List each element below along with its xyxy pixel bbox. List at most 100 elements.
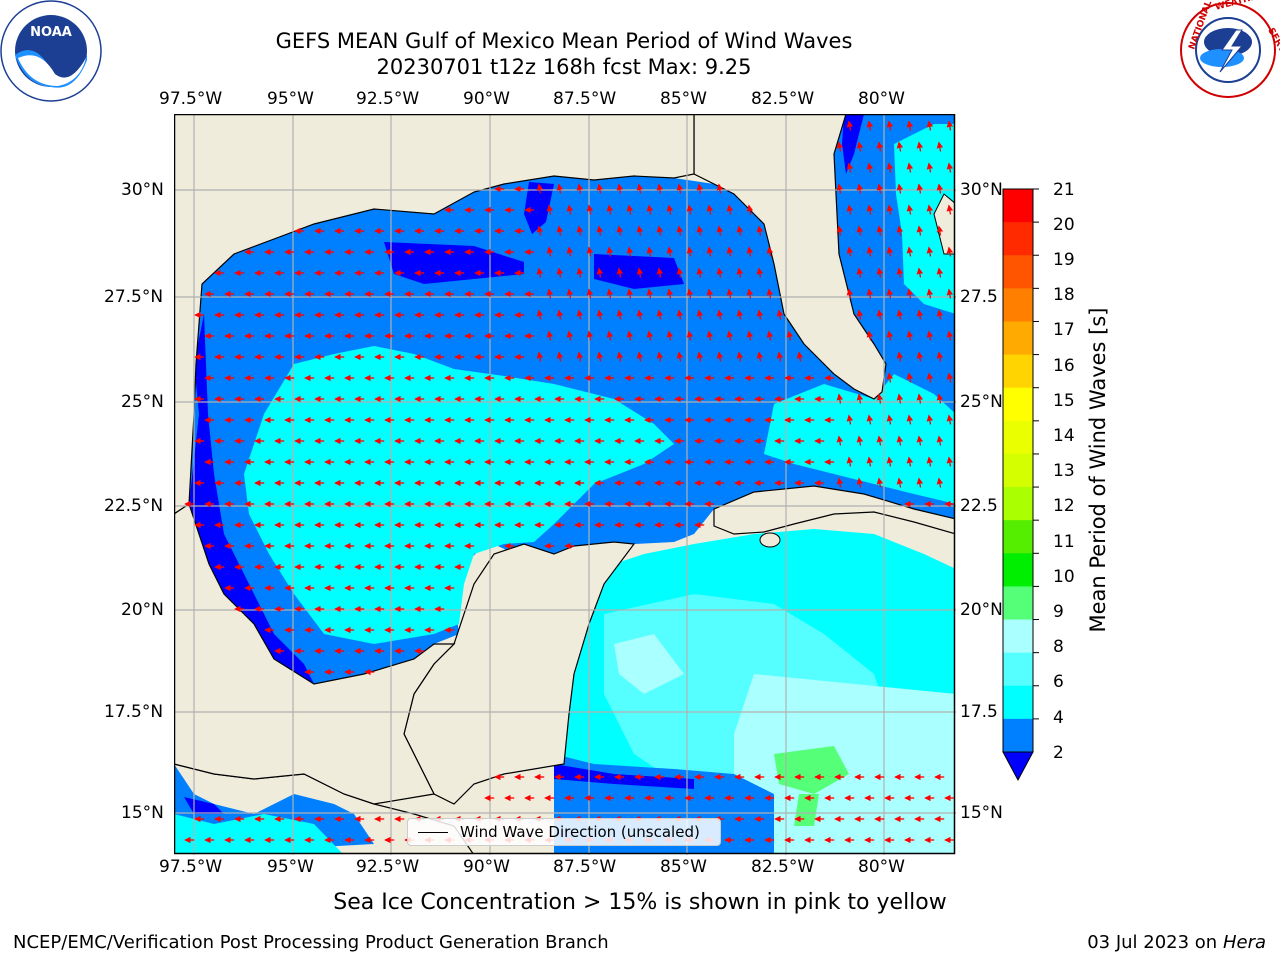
wind-wave-arrow [836, 183, 844, 194]
wind-wave-arrow [886, 246, 894, 257]
lat-tick-left: 15°N [121, 803, 164, 823]
colorbar-segment [1003, 685, 1033, 720]
colorbar-segment [1003, 487, 1033, 521]
lon-tick-bottom: 85°W [660, 857, 707, 877]
wind-wave-arrow [846, 246, 854, 257]
wind-wave-arrow [576, 183, 584, 194]
wind-wave-arrow [836, 393, 844, 404]
wind-wave-arrow [856, 183, 864, 194]
wind-wave-arrow [846, 162, 854, 173]
wind-wave-arrow [876, 393, 884, 404]
wind-wave-arrow [656, 309, 664, 320]
wind-wave-arrow [746, 288, 754, 299]
wind-wave-arrow [916, 309, 924, 320]
wind-wave-arrow [576, 351, 584, 362]
wind-wave-arrow [866, 288, 874, 299]
wind-wave-arrow [866, 120, 874, 131]
wind-wave-arrow [836, 141, 844, 152]
wind-wave-arrow [916, 477, 924, 488]
wind-wave-arrow [856, 477, 864, 488]
wind-wave-arrow [746, 204, 754, 215]
lat-tick-left: 30°N [121, 180, 164, 200]
map-frame [174, 114, 956, 855]
wind-wave-arrow [886, 456, 894, 467]
lat-tick-left: 25°N [121, 392, 164, 412]
lat-tick-left: 22.5°N [104, 496, 164, 516]
footer-host: Hera [1222, 932, 1266, 953]
colorbar-tick: 17 [1053, 320, 1075, 340]
lat-tick-left: 17.5°N [104, 702, 164, 722]
wind-wave-arrow [566, 204, 574, 215]
wind-wave-arrow [896, 351, 904, 362]
wind-wave-arrow [716, 267, 724, 278]
wind-wave-arrow [606, 204, 614, 215]
wind-wave-arrow [936, 393, 944, 404]
lon-tick-bottom: 82.5°W [751, 857, 815, 877]
lat-tick-right: 30°N [960, 180, 1003, 200]
colorbar-label: Mean Period of Wind Waves [s] [1086, 307, 1110, 633]
wind-wave-arrow [546, 204, 554, 215]
wind-wave-arrow [946, 120, 954, 131]
colorbar-segment [1003, 222, 1033, 256]
wind-wave-arrow [706, 330, 714, 341]
wind-wave-arrow [646, 330, 654, 341]
wind-wave-arrow [836, 225, 844, 236]
wind-wave-arrow [556, 309, 564, 320]
colorbar-tick: 21 [1053, 180, 1075, 200]
wind-wave-arrow [926, 330, 934, 341]
wind-wave-arrow [876, 309, 884, 320]
colorbar-tick: 10 [1053, 567, 1075, 587]
colorbar-tick: 13 [1053, 461, 1075, 481]
lon-tick-top: 82.5°W [751, 89, 815, 109]
wind-wave-arrow [616, 309, 624, 320]
wind-wave-arrow [626, 204, 634, 215]
wind-wave-arrow [656, 225, 664, 236]
wind-wave-arrow [546, 246, 554, 257]
wind-wave-arrow [766, 288, 774, 299]
wind-wave-arrow [876, 183, 884, 194]
lon-tick-top: 85°W [660, 89, 707, 109]
lon-tick-bottom: 97.5°W [159, 857, 223, 877]
wind-wave-arrow [676, 351, 684, 362]
wind-wave-arrow [676, 183, 684, 194]
map-title: GEFS MEAN Gulf of Mexico Mean Period of … [275, 29, 853, 53]
wind-wave-arrow [556, 351, 564, 362]
wind-wave-arrow [606, 246, 614, 257]
wind-wave-arrow [906, 372, 914, 383]
lat-tick-right: 27.5 [960, 287, 998, 307]
colorbar-tick: 16 [1053, 356, 1075, 376]
wind-wave-arrow [706, 204, 714, 215]
wind-wave-arrow [866, 414, 874, 425]
wind-wave-arrow [946, 204, 954, 215]
wind-wave-arrow [666, 204, 674, 215]
lon-tick-top: 92.5°W [356, 89, 420, 109]
wind-wave-arrow [886, 414, 894, 425]
wind-wave-arrow [786, 330, 794, 341]
footer-date: 03 Jul 2023 on Hera [1087, 932, 1266, 953]
wind-wave-arrow [536, 267, 544, 278]
wind-wave-arrow [646, 246, 654, 257]
wind-wave-arrow [896, 225, 904, 236]
wind-wave-arrow [936, 183, 944, 194]
wind-wave-arrow [726, 246, 734, 257]
wind-wave-arrow [906, 246, 914, 257]
wind-wave-arrow [596, 225, 604, 236]
wind-wave-arrows [184, 120, 955, 844]
wind-wave-arrow [946, 456, 954, 467]
wind-wave-arrow [936, 351, 944, 362]
wind-wave-arrow [716, 309, 724, 320]
colorbar-segment [1003, 453, 1033, 488]
wind-wave-arrow [896, 267, 904, 278]
colorbar [1002, 188, 1039, 782]
wind-wave-arrow [876, 225, 884, 236]
florida-peninsula [693, 114, 887, 400]
wind-wave-arrow [656, 267, 664, 278]
colorbar-tick: 11 [1053, 532, 1075, 552]
wind-wave-arrow [936, 141, 944, 152]
wind-wave-arrow [926, 372, 934, 383]
wind-wave-arrow [616, 183, 624, 194]
wind-wave-arrow [766, 330, 774, 341]
wind-wave-arrow [606, 288, 614, 299]
wind-wave-arrow [676, 267, 684, 278]
wind-wave-arrow [746, 246, 754, 257]
